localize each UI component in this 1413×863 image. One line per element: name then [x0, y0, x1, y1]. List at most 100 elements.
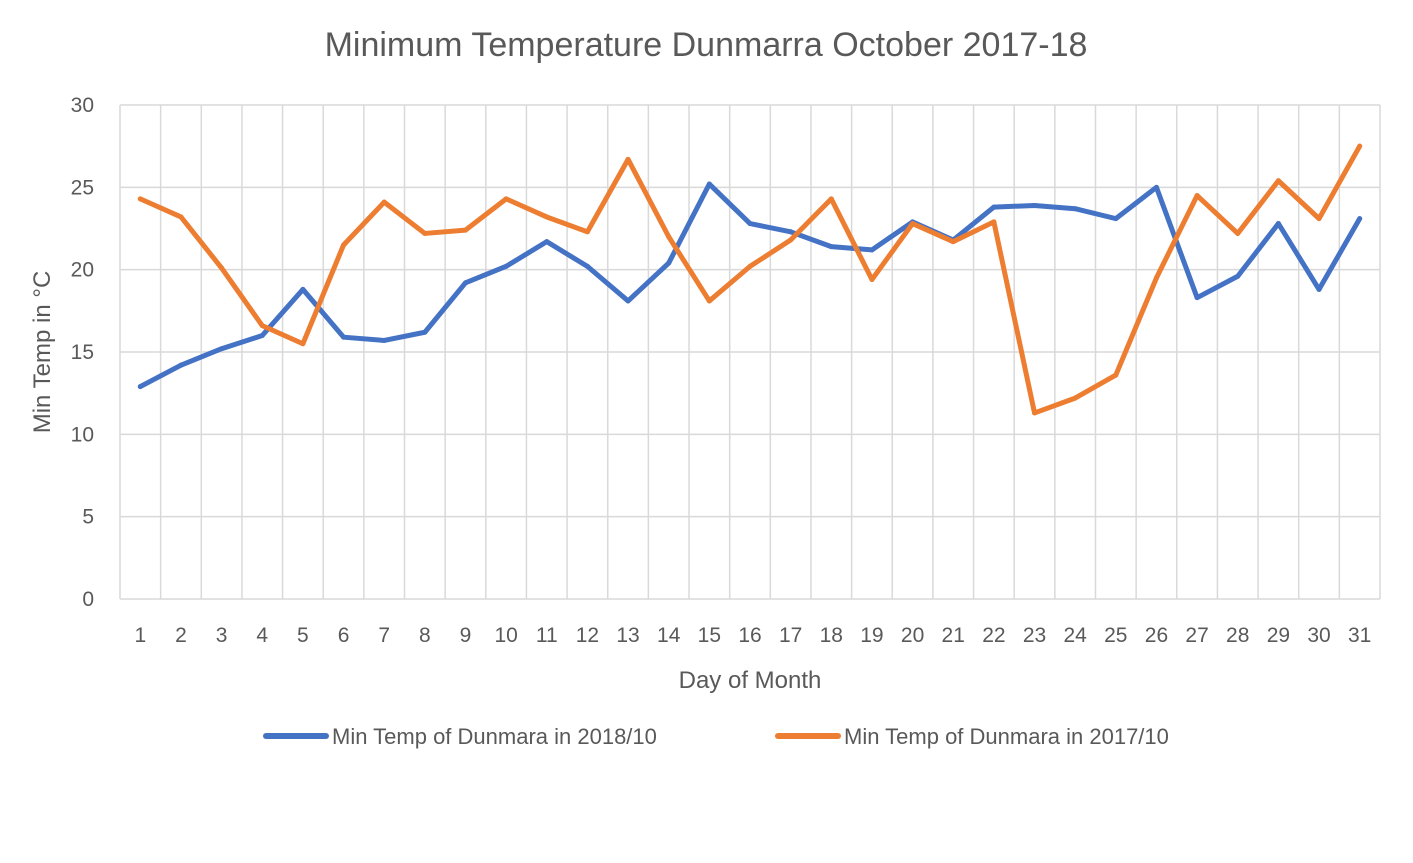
data-point-1-4: [300, 341, 306, 347]
y-tick-labels: 0 5 10 15 20 25 30: [71, 94, 94, 611]
data-point-1-23: [1072, 395, 1078, 401]
data-point-1-9: [503, 196, 509, 202]
x-tick-label-13: 14: [657, 624, 681, 647]
data-point-0-12: [625, 298, 631, 304]
data-point-1-26: [1194, 193, 1200, 199]
data-point-1-28: [1275, 178, 1281, 184]
x-tick-label-30: 31: [1348, 624, 1371, 647]
data-point-0-1: [178, 362, 184, 368]
data-point-1-7: [422, 230, 428, 236]
x-tick-label-14: 15: [698, 624, 721, 647]
data-point-0-25: [1153, 184, 1159, 190]
data-point-1-17: [828, 196, 834, 202]
y-tick-label-3: 15: [71, 341, 94, 364]
data-point-0-6: [381, 337, 387, 343]
data-point-1-21: [991, 219, 997, 225]
data-point-1-8: [462, 227, 468, 233]
legend: Min Temp of Dunmara in 2018/10 Min Temp o…: [263, 724, 1169, 749]
x-tick-labels: 1 2 3 4 5 6 7 8 9 10 11 12 13 14 15 16 17 18 19 20 21 22 23 24 2…: [134, 624, 1371, 647]
data-point-1-19: [910, 221, 916, 227]
data-point-1-5: [341, 242, 347, 248]
data-point-0-0: [137, 384, 143, 390]
data-point-1-20: [950, 239, 956, 245]
data-point-0-14: [706, 181, 712, 187]
x-tick-label-29: 30: [1307, 624, 1330, 647]
data-point-0-16: [788, 229, 794, 235]
data-point-0-17: [828, 244, 834, 250]
x-tick-label-9: 10: [494, 624, 517, 647]
x-tick-label-21: 22: [982, 624, 1005, 647]
x-tick-label-25: 26: [1145, 624, 1168, 647]
x-tick-label-11: 12: [576, 624, 599, 647]
data-point-1-29: [1316, 216, 1322, 222]
data-point-0-29: [1316, 286, 1322, 292]
x-tick-label-1: 2: [175, 624, 187, 647]
x-tick-label-22: 23: [1023, 624, 1046, 647]
data-point-0-13: [666, 260, 672, 266]
data-point-0-28: [1275, 221, 1281, 227]
data-point-1-3: [259, 323, 265, 329]
y-tick-label-2: 10: [71, 423, 94, 446]
data-point-1-18: [869, 277, 875, 283]
data-point-1-25: [1153, 275, 1159, 281]
x-tick-label-15: 16: [738, 624, 761, 647]
data-point-0-4: [300, 286, 306, 292]
data-point-1-15: [747, 263, 753, 269]
x-tick-label-17: 18: [820, 624, 843, 647]
series-lines: [137, 143, 1363, 416]
data-point-0-7: [422, 329, 428, 335]
chart-title: Minimum Temperature Dunmarra October 201…: [325, 26, 1088, 64]
y-axis-label: Min Temp in °C: [29, 271, 56, 434]
data-point-0-2: [219, 346, 225, 352]
x-tick-label-23: 24: [1063, 624, 1087, 647]
x-tick-label-19: 20: [901, 624, 924, 647]
legend-label-1: Min Temp of Dunmara in 2017/10: [844, 724, 1169, 749]
data-point-0-26: [1194, 295, 1200, 301]
data-point-0-10: [544, 239, 550, 245]
data-point-0-18: [869, 247, 875, 253]
data-point-1-13: [666, 234, 672, 240]
x-tick-label-6: 7: [378, 624, 390, 647]
x-tick-label-12: 13: [616, 624, 639, 647]
data-point-1-0: [137, 196, 143, 202]
x-tick-label-3: 4: [256, 624, 268, 647]
x-tick-label-18: 19: [860, 624, 883, 647]
data-point-0-11: [584, 263, 590, 269]
data-point-0-30: [1357, 216, 1363, 222]
data-point-1-2: [219, 265, 225, 271]
data-point-0-23: [1072, 206, 1078, 212]
data-point-1-12: [625, 156, 631, 162]
data-point-0-27: [1235, 273, 1241, 279]
x-tick-label-10: 11: [536, 624, 558, 647]
data-point-0-24: [1113, 216, 1119, 222]
x-tick-label-16: 17: [779, 624, 802, 647]
data-point-0-15: [747, 221, 753, 227]
y-tick-label-1: 5: [82, 506, 94, 529]
x-tick-label-7: 8: [419, 624, 431, 647]
data-point-1-30: [1357, 143, 1363, 149]
data-point-1-1: [178, 214, 184, 220]
data-point-1-27: [1235, 230, 1241, 236]
x-tick-label-20: 21: [942, 624, 965, 647]
legend-label-0: Min Temp of Dunmara in 2018/10: [332, 724, 657, 749]
data-point-0-21: [991, 204, 997, 210]
grid: [119, 104, 1381, 600]
x-tick-label-26: 27: [1185, 624, 1208, 647]
data-point-0-5: [341, 334, 347, 340]
x-axis-label: Day of Month: [679, 667, 822, 694]
y-tick-label-6: 30: [71, 94, 94, 117]
data-point-1-16: [788, 237, 794, 243]
x-tick-label-27: 28: [1226, 624, 1249, 647]
data-point-1-24: [1113, 372, 1119, 378]
x-tick-label-8: 9: [460, 624, 472, 647]
data-point-0-22: [1032, 202, 1038, 208]
data-point-1-14: [706, 298, 712, 304]
data-point-0-9: [503, 263, 509, 269]
x-tick-label-28: 29: [1267, 624, 1290, 647]
y-tick-label-5: 25: [71, 176, 94, 199]
x-tick-label-24: 25: [1104, 624, 1127, 647]
y-tick-label-0: 0: [82, 588, 94, 611]
data-point-1-6: [381, 199, 387, 205]
